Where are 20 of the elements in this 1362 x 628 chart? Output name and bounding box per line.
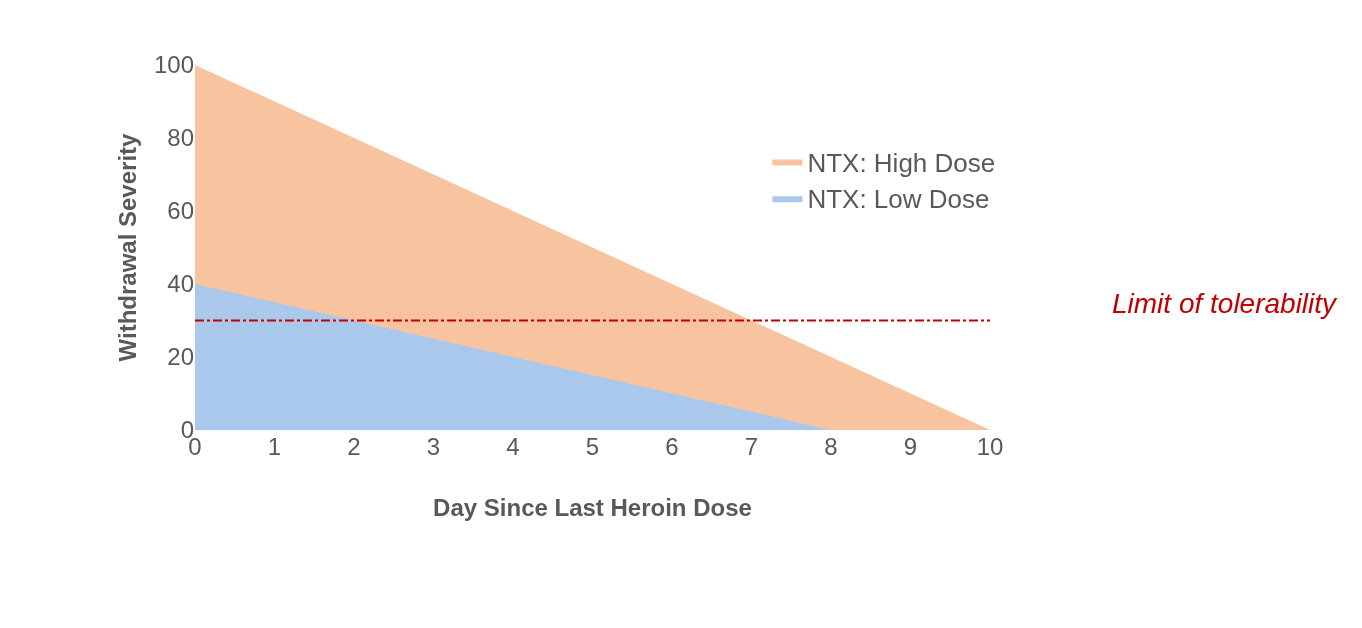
y-tick-label: 20	[167, 343, 194, 371]
x-tick-label: 4	[506, 433, 520, 460]
ref-line-label: Limit of tolerability	[1112, 288, 1339, 319]
y-tick-label: 40	[167, 270, 194, 298]
x-tick-label: 10	[976, 433, 1004, 460]
y-tick-label: 60	[167, 197, 194, 225]
x-axis-title: Day Since Last Heroin Dose	[433, 494, 752, 522]
x-tick-label: 9	[903, 433, 918, 460]
x-tick-label: 3	[426, 433, 441, 460]
x-tick-label: 5	[585, 433, 600, 460]
legend-label: NTX: High Dose	[807, 147, 996, 178]
y-axis-title: Withdrawal Severity	[114, 132, 142, 362]
x-tick-label: 1	[267, 433, 282, 460]
x-tick-label: 8	[824, 433, 838, 460]
x-tick-label: 7	[744, 433, 759, 460]
x-tick-label: 2	[347, 433, 361, 460]
legend-label: NTX: Low Dose	[807, 184, 990, 215]
y-tick-label: 80	[167, 124, 194, 152]
y-tick-label: 100	[153, 51, 194, 79]
x-tick-label: 6	[665, 433, 679, 460]
